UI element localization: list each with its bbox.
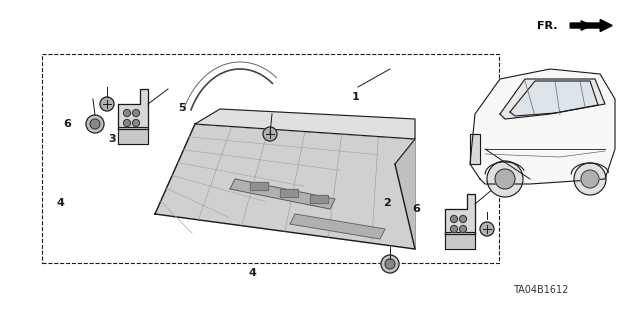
Polygon shape (290, 214, 385, 239)
Circle shape (495, 169, 515, 189)
FancyArrow shape (570, 19, 612, 32)
Bar (280, 189, 298, 197)
Polygon shape (155, 124, 415, 249)
Text: 5: 5 (179, 103, 186, 114)
Circle shape (124, 109, 131, 116)
Polygon shape (230, 179, 335, 209)
Text: 2: 2 (383, 197, 391, 208)
Text: 6: 6 (412, 204, 420, 214)
Polygon shape (395, 139, 415, 249)
Circle shape (90, 119, 100, 129)
Text: 4: 4 (57, 197, 65, 208)
Circle shape (574, 163, 606, 195)
Text: TA04B1612: TA04B1612 (513, 285, 568, 295)
Circle shape (381, 255, 399, 273)
Bar (250, 182, 268, 190)
Circle shape (124, 120, 131, 127)
Circle shape (100, 97, 114, 111)
Circle shape (385, 259, 395, 269)
Circle shape (263, 127, 277, 141)
Text: 1: 1 (351, 92, 359, 102)
Circle shape (581, 170, 599, 188)
Circle shape (132, 120, 140, 127)
Polygon shape (118, 89, 148, 129)
Text: 4: 4 (249, 268, 257, 278)
Polygon shape (470, 69, 615, 184)
Circle shape (460, 226, 467, 233)
Circle shape (451, 216, 458, 222)
Polygon shape (500, 79, 605, 119)
Circle shape (86, 115, 104, 133)
Text: 3: 3 (108, 134, 116, 144)
Circle shape (132, 109, 140, 116)
Polygon shape (510, 81, 598, 116)
Circle shape (451, 226, 458, 233)
Polygon shape (470, 134, 480, 164)
Circle shape (460, 216, 467, 222)
Text: FR.: FR. (537, 20, 557, 31)
Polygon shape (118, 127, 148, 144)
Circle shape (487, 161, 523, 197)
Text: 6: 6 (63, 119, 71, 130)
Polygon shape (445, 232, 475, 249)
Polygon shape (195, 109, 415, 139)
Polygon shape (445, 194, 475, 234)
Circle shape (480, 222, 494, 236)
Bar (310, 195, 328, 203)
